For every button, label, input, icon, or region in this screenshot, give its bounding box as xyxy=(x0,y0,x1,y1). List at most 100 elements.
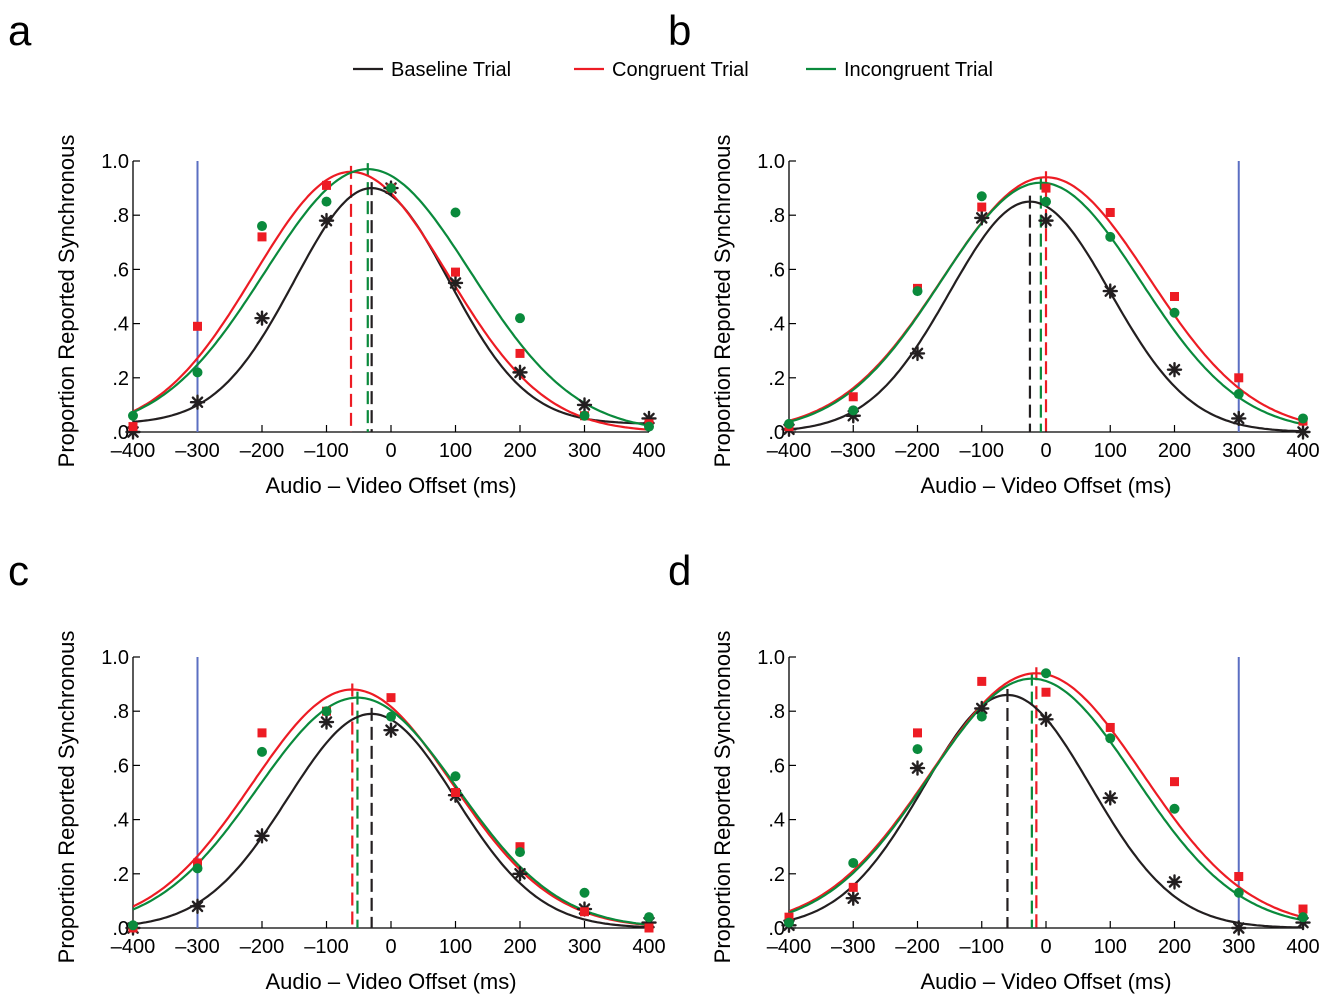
data-point-baseline xyxy=(1166,874,1183,890)
data-point-incongruent xyxy=(257,746,267,757)
data-point-incongruent xyxy=(579,887,590,898)
data-point-incongruent xyxy=(1233,389,1244,400)
x-axis-label: Audio – Video Offset (ms) xyxy=(920,473,1171,498)
data-point-incongruent xyxy=(386,183,396,194)
y-tick-label: .4 xyxy=(768,810,785,832)
data-point-congruent xyxy=(386,693,396,703)
asterisk-stroke xyxy=(1168,876,1181,888)
data-point-baseline xyxy=(1295,424,1311,440)
data-point-baseline xyxy=(318,212,335,229)
data-point-baseline xyxy=(254,310,270,326)
data-point-baseline xyxy=(1038,212,1054,229)
data-point-baseline xyxy=(254,828,270,844)
fit-curve-baseline xyxy=(789,693,1304,928)
data-point-incongruent xyxy=(784,917,794,928)
data-point-incongruent xyxy=(515,313,525,324)
data-point-incongruent xyxy=(912,744,923,755)
y-tick-label: 1.0 xyxy=(101,647,129,669)
legend-label-incongruent: Incongruent Trial xyxy=(844,59,993,81)
asterisk-stroke xyxy=(975,702,988,715)
data-point-baseline xyxy=(383,722,399,738)
legend-item-incongruent: Incongruent Trial xyxy=(806,59,993,81)
y-tick-label: 1.0 xyxy=(757,151,785,173)
x-axis-label: Audio – Video Offset (ms) xyxy=(920,969,1171,994)
asterisk-stroke xyxy=(847,892,860,904)
data-point-congruent xyxy=(1105,207,1115,217)
fit-curve-incongruent xyxy=(133,696,650,926)
x-tick-label: 300 xyxy=(1222,936,1255,958)
panel-d: d .0 .2 .4 .6 .8 1.0 –400 –300 –200 –100 0 100 200 300… xyxy=(668,547,1320,994)
asterisk-stroke xyxy=(578,399,591,411)
data-point-incongruent xyxy=(976,711,987,722)
data-point-incongruent xyxy=(1169,307,1180,318)
data-point-baseline xyxy=(974,700,990,717)
data-point-incongruent xyxy=(515,847,525,858)
asterisk-stroke xyxy=(256,312,268,324)
fit-curve-baseline xyxy=(133,187,650,425)
data-point-incongruent xyxy=(1105,231,1116,242)
asterisk-stroke xyxy=(191,900,204,913)
fit-curve-incongruent xyxy=(789,677,1304,922)
x-tick-label: 0 xyxy=(385,440,396,462)
y-tick-label: .6 xyxy=(112,755,129,777)
asterisk-stroke xyxy=(449,277,462,289)
data-point-baseline xyxy=(974,210,990,226)
data-point-congruent xyxy=(257,232,267,242)
data-point-baseline xyxy=(189,898,206,915)
y-tick-label: .6 xyxy=(768,755,785,777)
x-tick-label: 400 xyxy=(632,440,665,462)
x-tick-label: –400 xyxy=(111,936,156,958)
x-axis-label: Audio – Video Offset (ms) xyxy=(265,473,516,498)
data-point-congruent xyxy=(1105,722,1115,732)
data-point-incongruent xyxy=(579,410,590,421)
fit-curve-congruent xyxy=(789,672,1304,919)
x-tick-label: 0 xyxy=(1040,936,1051,958)
legend-item-congruent: Congruent Trial xyxy=(574,59,749,81)
asterisk-stroke xyxy=(514,366,526,379)
data-point-incongruent xyxy=(976,191,987,202)
y-tick-label: .0 xyxy=(768,422,785,444)
x-tick-label: 200 xyxy=(503,936,536,958)
data-point-congruent xyxy=(193,321,202,331)
data-point-incongruent xyxy=(321,196,332,207)
panel-a: a .0 .2 .4 .6 .8 1.0 –400 –300 –200 –100 0 100 200 300… xyxy=(8,7,666,498)
y-tick-label: 1.0 xyxy=(757,647,785,669)
fit-curve-congruent xyxy=(133,688,650,927)
data-point-incongruent xyxy=(1041,668,1051,679)
y-tick-label: 1.0 xyxy=(101,151,129,173)
data-point-incongruent xyxy=(644,421,654,432)
data-point-congruent xyxy=(322,180,331,190)
data-point-incongruent xyxy=(450,207,461,218)
data-point-congruent xyxy=(451,267,460,277)
data-point-incongruent xyxy=(128,410,138,421)
x-tick-label: –300 xyxy=(831,936,876,958)
legend-label-baseline: Baseline Trial xyxy=(391,59,511,81)
x-tick-label: –300 xyxy=(175,440,220,462)
asterisk-stroke xyxy=(911,762,924,774)
x-tick-label: 100 xyxy=(439,440,472,462)
x-tick-label: 300 xyxy=(568,440,601,462)
data-point-incongruent xyxy=(1298,413,1308,424)
data-point-incongruent xyxy=(912,286,923,297)
data-point-congruent xyxy=(515,842,525,852)
asterisk-stroke xyxy=(385,724,397,736)
data-point-baseline xyxy=(318,714,335,730)
data-point-congruent xyxy=(977,202,987,212)
data-point-congruent xyxy=(1298,904,1308,914)
x-tick-label: 200 xyxy=(503,440,536,462)
x-tick-label: 100 xyxy=(1094,936,1127,958)
data-point-baseline xyxy=(189,394,206,410)
asterisk-stroke xyxy=(320,214,333,227)
x-tick-label: –400 xyxy=(767,440,812,462)
x-tick-label: 0 xyxy=(385,936,396,958)
y-tick-label: .6 xyxy=(112,259,129,281)
y-tick-label: .2 xyxy=(768,368,785,390)
asterisk-stroke xyxy=(1297,426,1309,438)
data-point-congruent xyxy=(784,912,794,922)
data-point-baseline xyxy=(512,364,528,381)
fit-curve-incongruent xyxy=(133,167,650,427)
data-point-baseline xyxy=(1102,283,1118,299)
data-point-congruent xyxy=(451,788,460,797)
data-point-baseline xyxy=(1102,790,1118,806)
